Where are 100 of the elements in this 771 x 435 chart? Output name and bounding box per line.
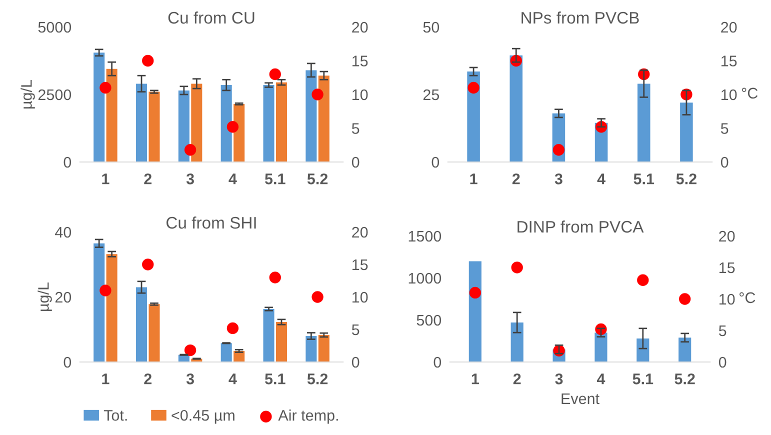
y2-tick-label: 20 bbox=[352, 226, 368, 238]
point bbox=[184, 144, 196, 156]
x-tick-label: 2 bbox=[144, 374, 152, 384]
x-tick-label: 3 bbox=[186, 174, 194, 184]
bar bbox=[276, 82, 288, 162]
bar bbox=[510, 55, 523, 162]
x-tick-label: 5.2 bbox=[307, 174, 328, 184]
y2-tick-label: 0 bbox=[718, 356, 726, 368]
point bbox=[312, 88, 324, 100]
point bbox=[468, 82, 480, 94]
y2-tick-label: 15 bbox=[722, 56, 737, 66]
point bbox=[226, 322, 239, 334]
bar bbox=[136, 287, 148, 362]
bar bbox=[306, 70, 317, 162]
bar bbox=[306, 336, 317, 362]
point bbox=[269, 68, 281, 80]
x-tick-label: 3 bbox=[555, 374, 563, 384]
y2-tick-label: 0 bbox=[720, 156, 728, 168]
bar bbox=[318, 335, 330, 362]
x-tick-label: 2 bbox=[144, 174, 152, 184]
x-tick-label: 3 bbox=[186, 374, 194, 384]
x-axis-title: Event bbox=[562, 393, 600, 404]
x-tick-label: 1 bbox=[470, 174, 478, 184]
x-tick-label: 5.2 bbox=[676, 174, 696, 184]
point bbox=[469, 286, 482, 299]
y2-tick-label: 10 bbox=[720, 294, 735, 305]
y-tick-label: 5000 bbox=[38, 22, 72, 33]
x-tick-label: 5.1 bbox=[632, 374, 654, 384]
bar bbox=[467, 72, 480, 162]
x-tick-label: 5.2 bbox=[307, 374, 328, 384]
x-tick-label: 4 bbox=[228, 374, 237, 384]
bar bbox=[263, 309, 274, 362]
y-tick-label: 40 bbox=[55, 226, 72, 238]
point bbox=[100, 82, 112, 94]
bar bbox=[148, 92, 160, 162]
bar bbox=[680, 102, 693, 162]
bar bbox=[510, 322, 524, 362]
y2-tick-label: 5 bbox=[352, 324, 360, 336]
y-tick-label: 500 bbox=[416, 314, 442, 326]
x-tick-label: 2 bbox=[513, 374, 521, 384]
x-tick-label: 5.1 bbox=[264, 374, 286, 384]
y2-tick-label: 5 bbox=[352, 123, 360, 134]
y-axis-title: µg/L bbox=[38, 282, 52, 311]
x-tick-label: 4 bbox=[597, 174, 606, 184]
y-tick-label: 1000 bbox=[408, 272, 442, 284]
y2-tick-label: 20 bbox=[719, 230, 735, 242]
bar bbox=[594, 332, 608, 362]
y2-tick-label: 20 bbox=[721, 22, 737, 33]
bar bbox=[148, 304, 160, 362]
x-tick-label: 1 bbox=[102, 174, 110, 184]
legend-label: Air temp. bbox=[278, 410, 338, 424]
y-tick-label: 0 bbox=[432, 156, 440, 168]
bar bbox=[106, 68, 118, 162]
x-tick-label: 4 bbox=[228, 174, 237, 184]
y-tick-label: 1500 bbox=[408, 230, 442, 242]
bar bbox=[637, 84, 650, 162]
legend-label: <0.45 µm bbox=[172, 410, 234, 424]
y-tick-label: 20 bbox=[55, 292, 72, 303]
bar bbox=[178, 90, 190, 162]
point bbox=[100, 284, 112, 296]
legend-label: Tot. bbox=[104, 410, 127, 421]
point bbox=[552, 144, 565, 156]
y-tick-label: 2500 bbox=[38, 89, 72, 100]
y2-tick-label: 20 bbox=[352, 22, 368, 33]
bar bbox=[263, 85, 274, 162]
x-tick-label: 1 bbox=[472, 374, 479, 384]
y2-axis-title: °C bbox=[740, 292, 756, 304]
x-tick-label: 2 bbox=[512, 174, 520, 184]
chart-title: NPs from PVCB bbox=[522, 11, 639, 24]
chart-title: Cu from CU bbox=[168, 11, 254, 24]
x-tick-label: 4 bbox=[596, 374, 606, 384]
bar bbox=[318, 76, 330, 162]
x-tick-label: 5.1 bbox=[634, 174, 654, 184]
y2-tick-label: 10 bbox=[352, 89, 368, 100]
bar bbox=[234, 104, 245, 162]
x-tick-label: 1 bbox=[102, 374, 110, 384]
bar bbox=[94, 243, 105, 362]
y2-axis-title: °C bbox=[742, 88, 758, 99]
x-tick-label: 5.2 bbox=[674, 374, 695, 384]
y-tick-label: 50 bbox=[423, 22, 440, 33]
bar bbox=[106, 254, 118, 362]
point bbox=[312, 291, 324, 303]
y-axis-title: µg/L bbox=[20, 80, 35, 108]
chart-title: Cu from SHI bbox=[166, 216, 256, 229]
y2-tick-label: 5 bbox=[718, 326, 726, 336]
bar bbox=[636, 338, 650, 362]
point bbox=[226, 121, 239, 133]
y2-tick-label: 15 bbox=[720, 262, 735, 274]
bar bbox=[136, 84, 148, 162]
y-tick-label: 25 bbox=[423, 89, 440, 100]
point bbox=[269, 272, 281, 284]
point bbox=[678, 293, 691, 305]
point bbox=[142, 54, 154, 67]
y2-tick-label: 0 bbox=[352, 356, 360, 368]
bar bbox=[220, 343, 232, 362]
y2-tick-label: 10 bbox=[722, 89, 737, 100]
bar bbox=[191, 84, 202, 162]
point bbox=[637, 274, 649, 286]
bar bbox=[678, 338, 692, 362]
y-tick-label: 0 bbox=[64, 356, 72, 368]
